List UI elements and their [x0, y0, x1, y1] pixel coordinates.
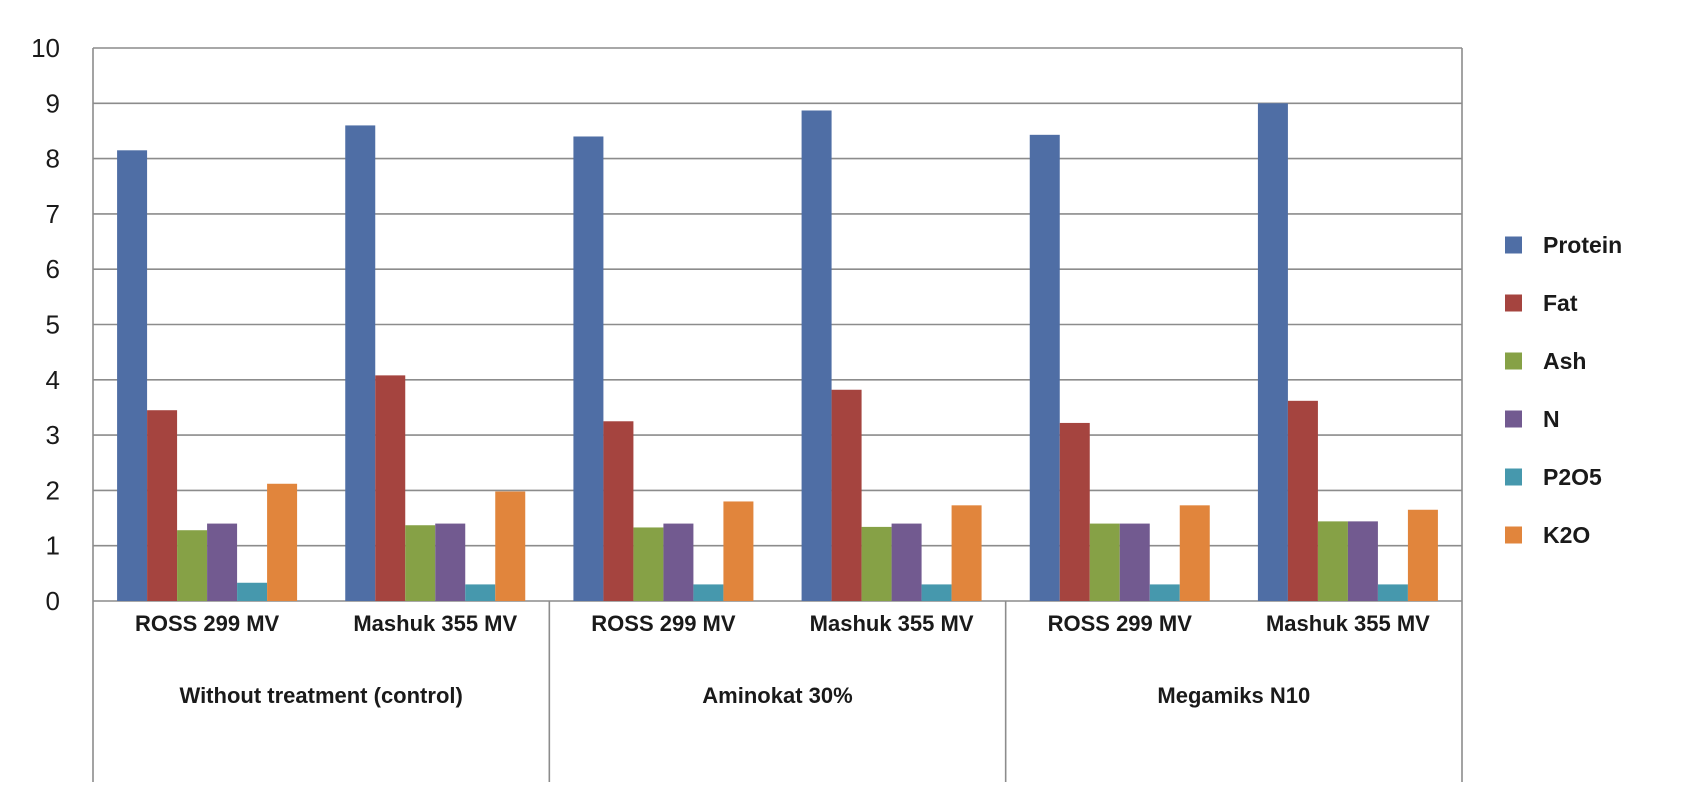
- bar-p2o5-4: [1149, 584, 1180, 601]
- legend-swatch-fat: [1505, 294, 1522, 312]
- bar-protein-0: [117, 150, 148, 601]
- legend-swatch-p2o5: [1505, 468, 1522, 486]
- legend-label-n: N: [1543, 406, 1560, 432]
- category-label: ROSS 299 MV: [1048, 611, 1193, 636]
- legend-label-ash: Ash: [1543, 348, 1586, 374]
- group-label: Without treatment (control): [180, 683, 463, 708]
- legend-swatch-protein: [1505, 236, 1522, 254]
- bar-p2o5-0: [237, 582, 268, 601]
- bar-protein-1: [345, 125, 376, 602]
- bar-k2o-0: [267, 483, 298, 601]
- bar-k2o-1: [495, 491, 526, 601]
- bar-protein-2: [573, 136, 604, 602]
- y-tick-label: 8: [46, 144, 60, 174]
- axes: [92, 48, 1463, 782]
- legend-label-protein: Protein: [1543, 232, 1622, 258]
- bar-k2o-4: [1179, 505, 1210, 601]
- category-label: Mashuk 355 MV: [810, 611, 974, 636]
- y-axis-tick-labels: 0 1 2 3 4 5 6 7 8 9 10: [31, 33, 60, 616]
- legend-label-p2o5: P2O5: [1543, 464, 1602, 490]
- y-tick-label: 4: [46, 365, 60, 395]
- bar-n-2: [663, 523, 694, 601]
- bar-n-5: [1347, 521, 1378, 601]
- y-tick-label: 10: [31, 33, 60, 63]
- group-label: Aminokat 30%: [702, 683, 852, 708]
- bar-protein-4: [1029, 134, 1060, 602]
- bar-fat-4: [1059, 422, 1090, 601]
- bar-k2o-3: [951, 505, 982, 601]
- bar-fat-1: [375, 375, 406, 601]
- category-label: ROSS 299 MV: [135, 611, 280, 636]
- bar-ash-4: [1089, 523, 1120, 601]
- bar-fat-2: [603, 421, 634, 601]
- x-axis-labels: ROSS 299 MV Mashuk 355 MV ROSS 299 MV Mashu…: [135, 611, 1430, 708]
- category-label: ROSS 299 MV: [591, 611, 736, 636]
- bar-n-1: [435, 523, 466, 601]
- bar-ash-3: [861, 526, 892, 601]
- y-tick-label: 5: [46, 310, 60, 340]
- legend-label-fat: Fat: [1543, 290, 1578, 316]
- legend-swatch-ash: [1505, 352, 1522, 370]
- legend-label-k2o: K2O: [1543, 522, 1590, 548]
- bar-p2o5-3: [921, 584, 952, 601]
- legend-swatch-k2o: [1505, 526, 1522, 544]
- y-tick-label: 1: [46, 531, 60, 561]
- bar-ash-0: [177, 530, 208, 601]
- bar-p2o5-5: [1377, 584, 1408, 601]
- bar-fat-5: [1287, 400, 1318, 601]
- bar-n-4: [1119, 523, 1150, 601]
- y-tick-label: 9: [46, 88, 60, 118]
- y-tick-label: 3: [46, 420, 60, 450]
- y-tick-label: 6: [46, 254, 60, 284]
- legend: Protein Fat Ash N P2O5 K2O: [1505, 232, 1622, 548]
- category-label: Mashuk 355 MV: [1266, 611, 1430, 636]
- bar-k2o-2: [723, 501, 754, 601]
- group-label: Megamiks N10: [1157, 683, 1310, 708]
- y-tick-label: 7: [46, 199, 60, 229]
- category-label: Mashuk 355 MV: [353, 611, 517, 636]
- bar-ash-1: [405, 525, 436, 601]
- y-tick-label: 0: [46, 586, 60, 616]
- bar-protein-3: [801, 110, 832, 601]
- bar-n-0: [207, 523, 238, 601]
- bar-ash-2: [633, 527, 664, 601]
- bar-p2o5-2: [693, 584, 724, 601]
- bar-n-3: [891, 523, 922, 601]
- bar-protein-5: [1257, 103, 1288, 602]
- bar-p2o5-1: [465, 584, 496, 601]
- bars: [117, 103, 1438, 602]
- y-tick-label: 2: [46, 475, 60, 505]
- gridlines: [93, 47, 1462, 602]
- bar-k2o-5: [1407, 509, 1438, 601]
- legend-swatch-n: [1505, 410, 1522, 428]
- bar-ash-5: [1317, 521, 1348, 601]
- bar-fat-0: [147, 410, 178, 601]
- bar-fat-3: [831, 389, 862, 601]
